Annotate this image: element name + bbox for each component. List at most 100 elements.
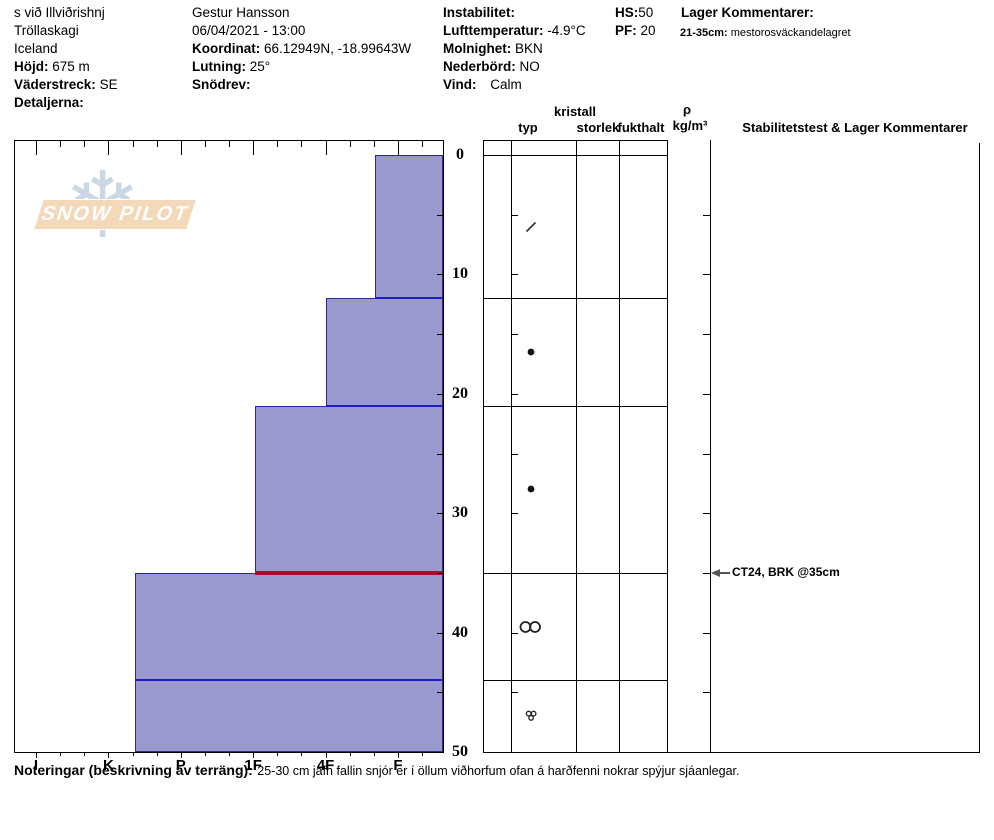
depth-minor-tick-typ [511, 393, 518, 395]
hardness-minor-tick-top [84, 140, 86, 147]
chart-top-axis [14, 140, 443, 141]
layer-bar-21-35cm [254, 405, 443, 573]
hardness-minor-tick-top [277, 140, 279, 147]
col-header-typ: typ [518, 120, 538, 135]
hardness-major-tick-top [325, 140, 327, 155]
precip-row: Nederbörd: NO [443, 58, 540, 75]
hardness-axis-label-I: I [33, 757, 39, 774]
col-header-rho: ρ [682, 102, 692, 117]
layer-boundary-35cm [254, 570, 443, 575]
table-column-line-2 [576, 140, 577, 752]
wind-row: Vind: Calm [443, 76, 522, 93]
col-header-storlek: storlek [576, 120, 620, 135]
hardness-minor-tick-top [132, 140, 134, 147]
pf-value: 20 [640, 23, 656, 38]
coordinates-row: Koordinat: 66.12949N, -18.99643W [192, 40, 411, 57]
hardness-axis-label-K: K [102, 757, 114, 774]
layer-comments-title: Lager Kommentarer: [681, 5, 814, 20]
table-column-line-5 [710, 140, 711, 752]
hardness-minor-tick-top [229, 140, 231, 147]
aspect-value: SE [99, 77, 118, 92]
depth-minor-tick-typ [511, 214, 518, 216]
hs-value: 50 [638, 5, 654, 20]
chart-left-border [14, 140, 15, 752]
col-header-stability: Stabilitetstest & Lager Kommentarer [742, 120, 968, 135]
wind-value: Calm [490, 77, 522, 92]
layer-boundary-12cm [374, 297, 443, 300]
elevation-row: Höjd: 675 m [14, 58, 90, 75]
depth-minor-tick-profile [437, 274, 443, 276]
table-row-line [483, 573, 667, 574]
layer-boundary-21cm [325, 404, 443, 407]
depth-minor-tick-typ [511, 334, 518, 336]
layer-comment-text: mestorosväckandelagret [730, 27, 851, 39]
depth-minor-tick-density [703, 334, 710, 336]
depth-label-40: 40 [452, 623, 468, 641]
hardness-minor-tick-top [373, 140, 375, 147]
layer-comment-range: 21-35cm: [680, 27, 728, 39]
airtemp-label: Lufttemperatur: [443, 23, 544, 38]
location-country: Iceland [14, 41, 58, 56]
pf-row: PF: 20 [615, 22, 656, 39]
layer-bar-35-44cm [135, 572, 443, 681]
depth-minor-tick-profile [437, 334, 443, 336]
hardness-major-tick-bottom [325, 752, 327, 758]
layer-comment-entry: 21-35cm: mestorosväckandelagret [680, 25, 851, 42]
chart-bottom-axis [14, 752, 444, 753]
depth-minor-tick-profile [437, 572, 443, 574]
slope-value: 25° [249, 59, 271, 74]
grain-symbol-MF-cluster-icon [524, 710, 538, 722]
depth-minor-tick-profile [437, 393, 443, 395]
hardness-minor-tick-top [349, 140, 351, 147]
observer-name: Gestur Hansson [192, 5, 290, 20]
hardness-minor-tick-bottom [277, 752, 279, 756]
notes-text: 25-30 cm jafn fallin snjór er í öllum vi… [257, 764, 740, 778]
hardness-minor-tick-bottom [229, 752, 231, 756]
depth-minor-tick-typ [511, 274, 518, 276]
table-row-line [483, 406, 667, 407]
airtemp-value: -4.9°C [547, 23, 586, 38]
stability-test-annotation: CT24, BRK @35cm [732, 565, 840, 579]
table-row-line [483, 140, 667, 141]
depth-minor-tick-profile [437, 692, 443, 694]
depth-minor-tick-density [703, 692, 710, 694]
hardness-minor-tick-top [60, 140, 62, 147]
depth-label-10: 10 [452, 265, 468, 283]
pf-label: PF: [615, 23, 637, 38]
depth-minor-tick-profile [437, 632, 443, 634]
depth-minor-tick-density [703, 274, 710, 276]
hardness-major-tick-top [253, 140, 255, 155]
depth-label-20: 20 [452, 384, 468, 402]
hardness-minor-tick-top [301, 140, 303, 147]
depth-minor-tick-density [703, 393, 710, 395]
layer-bar-0-12cm [374, 155, 443, 299]
depth-minor-tick-typ [511, 572, 518, 574]
slope-row: Lutning: 25° [192, 58, 270, 75]
sky-label: Molnighet: [443, 41, 512, 56]
hardness-minor-tick-bottom [156, 752, 158, 756]
depth-label-0: 0 [456, 146, 464, 163]
hardness-minor-tick-bottom [60, 752, 62, 756]
hs-label: HS: [615, 5, 639, 20]
depth-label-30: 30 [452, 504, 468, 522]
elevation-value: 675 m [52, 59, 90, 74]
hardness-minor-tick-bottom [301, 752, 303, 756]
hardness-major-tick-top [180, 140, 182, 155]
terrain-notes: Noteringar (beskrivning av terräng): 25-… [14, 762, 739, 780]
hardness-major-tick-top [398, 140, 399, 155]
layer-bar-44-50cm [135, 680, 443, 752]
hardness-major-tick-top [108, 140, 110, 155]
hardness-minor-tick-bottom [373, 752, 375, 756]
grain-symbol-MF-icon [519, 619, 544, 634]
table-row-line [483, 680, 667, 681]
depth-minor-tick-typ [511, 453, 518, 455]
elevation-label: Höjd: [14, 59, 49, 74]
hardness-axis-label-1F: 1F [244, 757, 262, 774]
hardness-axis-label-4F: 4F [316, 757, 335, 774]
depth-minor-tick-typ [511, 513, 518, 515]
location-region: Tröllaskagi [14, 23, 79, 38]
depth-minor-tick-density [703, 453, 710, 455]
hardness-major-tick-bottom [398, 752, 399, 758]
